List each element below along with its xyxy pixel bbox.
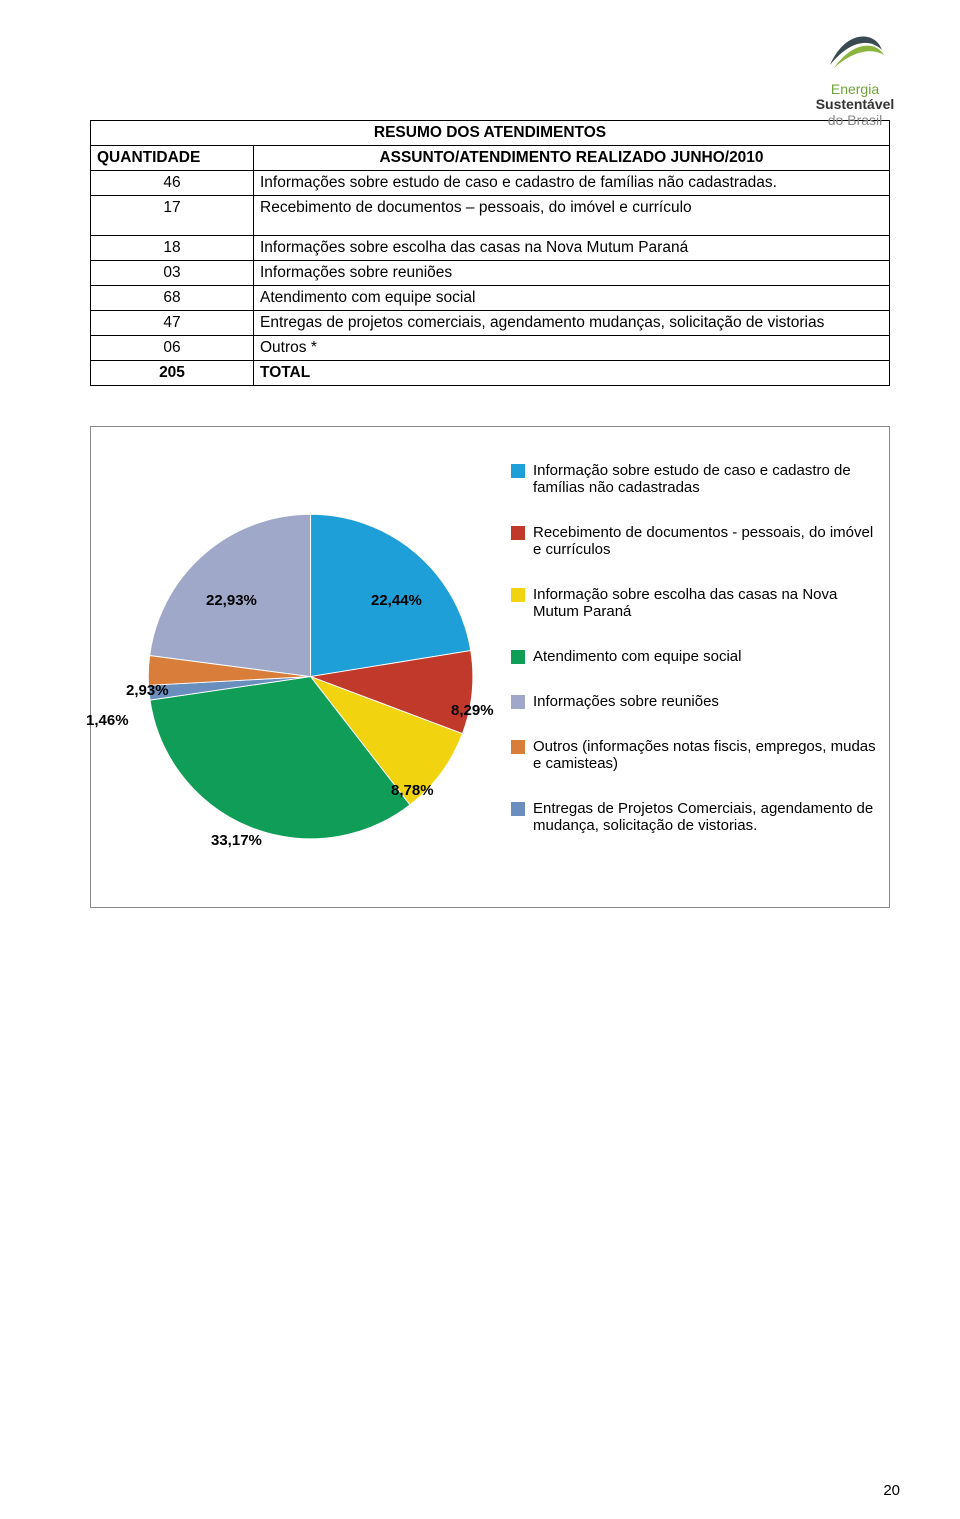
pie-slice-label: 22,93% xyxy=(206,592,257,609)
summary-table: RESUMO DOS ATENDIMENTOS QUANTIDADE ASSUN… xyxy=(90,120,890,386)
row-text: Informações sobre escolha das casas na N… xyxy=(254,236,890,261)
pie-slice-label: 33,17% xyxy=(211,832,262,849)
table-row: 205TOTAL xyxy=(91,361,890,386)
legend-item: Informação sobre escolha das casas na No… xyxy=(511,586,879,620)
row-text: Recebimento de documentos – pessoais, do… xyxy=(254,196,890,236)
logo-swoosh-icon xyxy=(820,20,890,80)
legend-label: Outros (informações notas fiscis, empreg… xyxy=(533,738,879,772)
table-row: 18Informações sobre escolha das casas na… xyxy=(91,236,890,261)
legend-item: Outros (informações notas fiscis, empreg… xyxy=(511,738,879,772)
col-header-qty: QUANTIDADE xyxy=(91,146,254,171)
table-row: 03Informações sobre reuniões xyxy=(91,261,890,286)
page-number: 20 xyxy=(883,1482,900,1499)
legend-swatch xyxy=(511,695,525,709)
legend-item: Recebimento de documentos - pessoais, do… xyxy=(511,524,879,558)
table-row: 46Informações sobre estudo de caso e cad… xyxy=(91,171,890,196)
legend-swatch xyxy=(511,740,525,754)
row-text: Entregas de projetos comerciais, agendam… xyxy=(254,311,890,336)
table-row: 68Atendimento com equipe social xyxy=(91,286,890,311)
row-text: Outros * xyxy=(254,336,890,361)
row-qty: 17 xyxy=(91,196,254,236)
pie-slice-label: 22,44% xyxy=(371,592,422,609)
row-text: TOTAL xyxy=(254,361,890,386)
row-qty: 46 xyxy=(91,171,254,196)
row-text: Informações sobre reuniões xyxy=(254,261,890,286)
legend-label: Informação sobre escolha das casas na No… xyxy=(533,586,879,620)
chart-legend: Informação sobre estudo de caso e cadast… xyxy=(511,447,879,887)
legend-label: Entregas de Projetos Comerciais, agendam… xyxy=(533,800,879,834)
table-title: RESUMO DOS ATENDIMENTOS xyxy=(91,121,890,146)
legend-label: Informações sobre reuniões xyxy=(533,693,719,710)
legend-item: Informação sobre estudo de caso e cadast… xyxy=(511,462,879,496)
logo-line2: Sustentável xyxy=(816,96,895,112)
legend-swatch xyxy=(511,588,525,602)
row-text: Atendimento com equipe social xyxy=(254,286,890,311)
legend-swatch xyxy=(511,802,525,816)
pie-chart: 22,44%8,29%8,78%33,17%1,46%2,93%22,93% xyxy=(91,447,511,887)
row-text: Informações sobre estudo de caso e cadas… xyxy=(254,171,890,196)
logo-line3: do Brasil xyxy=(828,112,882,128)
row-qty: 205 xyxy=(91,361,254,386)
col-header-subject: ASSUNTO/ATENDIMENTO REALIZADO JUNHO/2010 xyxy=(254,146,890,171)
pie-slice-label: 8,29% xyxy=(451,702,494,719)
legend-swatch xyxy=(511,526,525,540)
pie-slice-label: 8,78% xyxy=(391,782,434,799)
pie-slice-label: 1,46% xyxy=(86,712,129,729)
legend-item: Entregas de Projetos Comerciais, agendam… xyxy=(511,800,879,834)
table-row: 47Entregas de projetos comerciais, agend… xyxy=(91,311,890,336)
pie-chart-container: 22,44%8,29%8,78%33,17%1,46%2,93%22,93% I… xyxy=(90,426,890,908)
logo: Energia Sustentável do Brasil xyxy=(790,20,920,128)
row-qty: 68 xyxy=(91,286,254,311)
legend-item: Atendimento com equipe social xyxy=(511,648,879,665)
row-qty: 18 xyxy=(91,236,254,261)
row-qty: 06 xyxy=(91,336,254,361)
legend-item: Informações sobre reuniões xyxy=(511,693,879,710)
legend-label: Recebimento de documentos - pessoais, do… xyxy=(533,524,879,558)
legend-swatch xyxy=(511,464,525,478)
legend-label: Informação sobre estudo de caso e cadast… xyxy=(533,462,879,496)
pie-slice-label: 2,93% xyxy=(126,682,169,699)
table-row: 06Outros * xyxy=(91,336,890,361)
table-row: 17Recebimento de documentos – pessoais, … xyxy=(91,196,890,236)
legend-swatch xyxy=(511,650,525,664)
legend-label: Atendimento com equipe social xyxy=(533,648,741,665)
logo-line1: Energia xyxy=(831,81,879,97)
row-qty: 47 xyxy=(91,311,254,336)
row-qty: 03 xyxy=(91,261,254,286)
